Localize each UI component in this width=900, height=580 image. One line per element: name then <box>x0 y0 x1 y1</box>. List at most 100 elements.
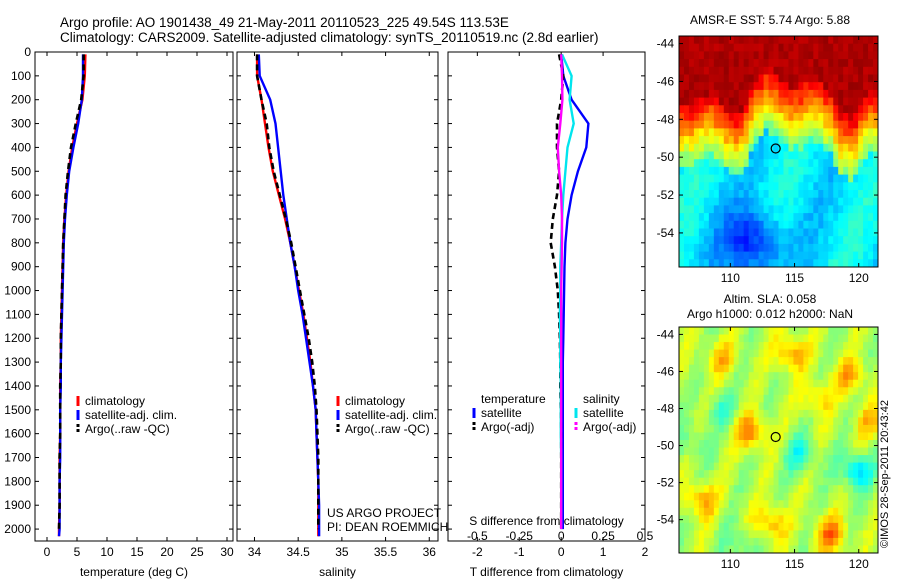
map-cell <box>753 342 760 351</box>
map-cell <box>679 166 685 176</box>
map-cell <box>748 136 755 145</box>
map-cell <box>763 82 770 91</box>
map-cell <box>868 166 874 176</box>
map-cell <box>683 417 690 426</box>
map-cell <box>688 432 695 441</box>
map-cell <box>743 537 750 547</box>
map-cell <box>843 455 849 464</box>
map-cell <box>738 515 745 524</box>
y-tick-label: 2000 <box>4 522 31 536</box>
map-cell <box>853 51 859 60</box>
map-cell <box>679 500 685 509</box>
legend-label: climatology <box>345 394 405 408</box>
map-cell <box>718 182 725 191</box>
map-cell <box>828 470 834 479</box>
map-cell <box>693 197 700 206</box>
map-cell <box>683 166 690 176</box>
map-cell <box>873 51 878 60</box>
y-tick-label: -52 <box>657 188 675 202</box>
map-cell <box>738 74 745 83</box>
map-cell <box>853 485 859 494</box>
map-cell <box>873 357 878 366</box>
map-cell <box>808 402 814 411</box>
map-cell <box>863 174 869 183</box>
map-cell <box>679 128 685 137</box>
map-cell <box>723 197 730 206</box>
map-cell <box>823 387 829 396</box>
map-cell <box>773 166 780 176</box>
map-cell <box>758 530 765 539</box>
map-cell <box>873 327 878 336</box>
map-cell <box>728 259 735 267</box>
map-cell <box>798 159 804 168</box>
map-cell <box>838 259 844 267</box>
map-cell <box>708 174 715 183</box>
map-cell <box>753 327 760 336</box>
map-cell <box>738 424 745 434</box>
map-cell <box>713 485 720 494</box>
map-cell <box>808 417 814 426</box>
map-cell <box>858 228 864 237</box>
map-cell <box>803 213 809 222</box>
map-cell <box>713 143 720 153</box>
map-cell <box>708 59 715 68</box>
map-cell <box>738 372 745 381</box>
map-cell <box>833 364 839 373</box>
map-cell <box>838 136 844 145</box>
map-cell <box>873 462 878 471</box>
map-cell <box>793 74 799 83</box>
map-cell <box>873 455 878 464</box>
map-cell <box>843 522 849 531</box>
map-cell <box>868 462 874 471</box>
map-cell <box>753 36 760 45</box>
map-cell <box>808 522 814 531</box>
map-cell <box>773 334 780 343</box>
map-cell <box>718 462 725 471</box>
map-cell <box>688 522 695 531</box>
map-cell <box>858 159 864 168</box>
map-cell <box>863 197 869 206</box>
map-cell <box>833 545 839 553</box>
map-cell <box>708 113 715 122</box>
map-cell <box>683 409 690 418</box>
map-cell <box>723 174 730 183</box>
map-cell <box>758 394 765 403</box>
map-cell <box>723 151 730 160</box>
map-cell <box>698 97 705 106</box>
map-cell <box>763 259 770 267</box>
map-cell <box>798 220 804 230</box>
map-cell <box>748 97 755 106</box>
map-cell <box>778 97 785 106</box>
map-cell <box>873 143 878 153</box>
map-cell <box>703 220 710 230</box>
map-cell <box>743 492 750 501</box>
map-cell <box>808 143 814 153</box>
map-cell <box>763 166 770 176</box>
map-cell <box>683 120 690 129</box>
map-cell <box>698 515 705 524</box>
map-cell <box>683 537 690 547</box>
map-cell <box>808 205 814 214</box>
map-cell <box>868 251 874 260</box>
map-cell <box>778 197 785 206</box>
map-cell <box>868 259 874 267</box>
map-cell <box>738 66 745 76</box>
map-cell <box>873 120 878 129</box>
map-cell <box>753 545 760 553</box>
map-cell <box>738 120 745 129</box>
map-cell <box>803 220 809 230</box>
map-cell <box>683 97 690 106</box>
map-cell <box>858 545 864 553</box>
map-cell <box>808 379 814 388</box>
map-cell <box>818 500 824 509</box>
map-cell <box>848 259 854 267</box>
map-cell <box>868 327 874 336</box>
salinity-panel: 34 34.5 35 35.5 36salinityclimatologysatelli… <box>236 51 439 579</box>
map-cell <box>773 432 780 441</box>
map-cell <box>679 236 685 245</box>
map-cell <box>783 470 790 479</box>
map-cell <box>703 334 710 343</box>
map-cell <box>873 485 878 494</box>
map-cell <box>823 440 829 449</box>
x-tick-label: 15 <box>130 545 144 559</box>
